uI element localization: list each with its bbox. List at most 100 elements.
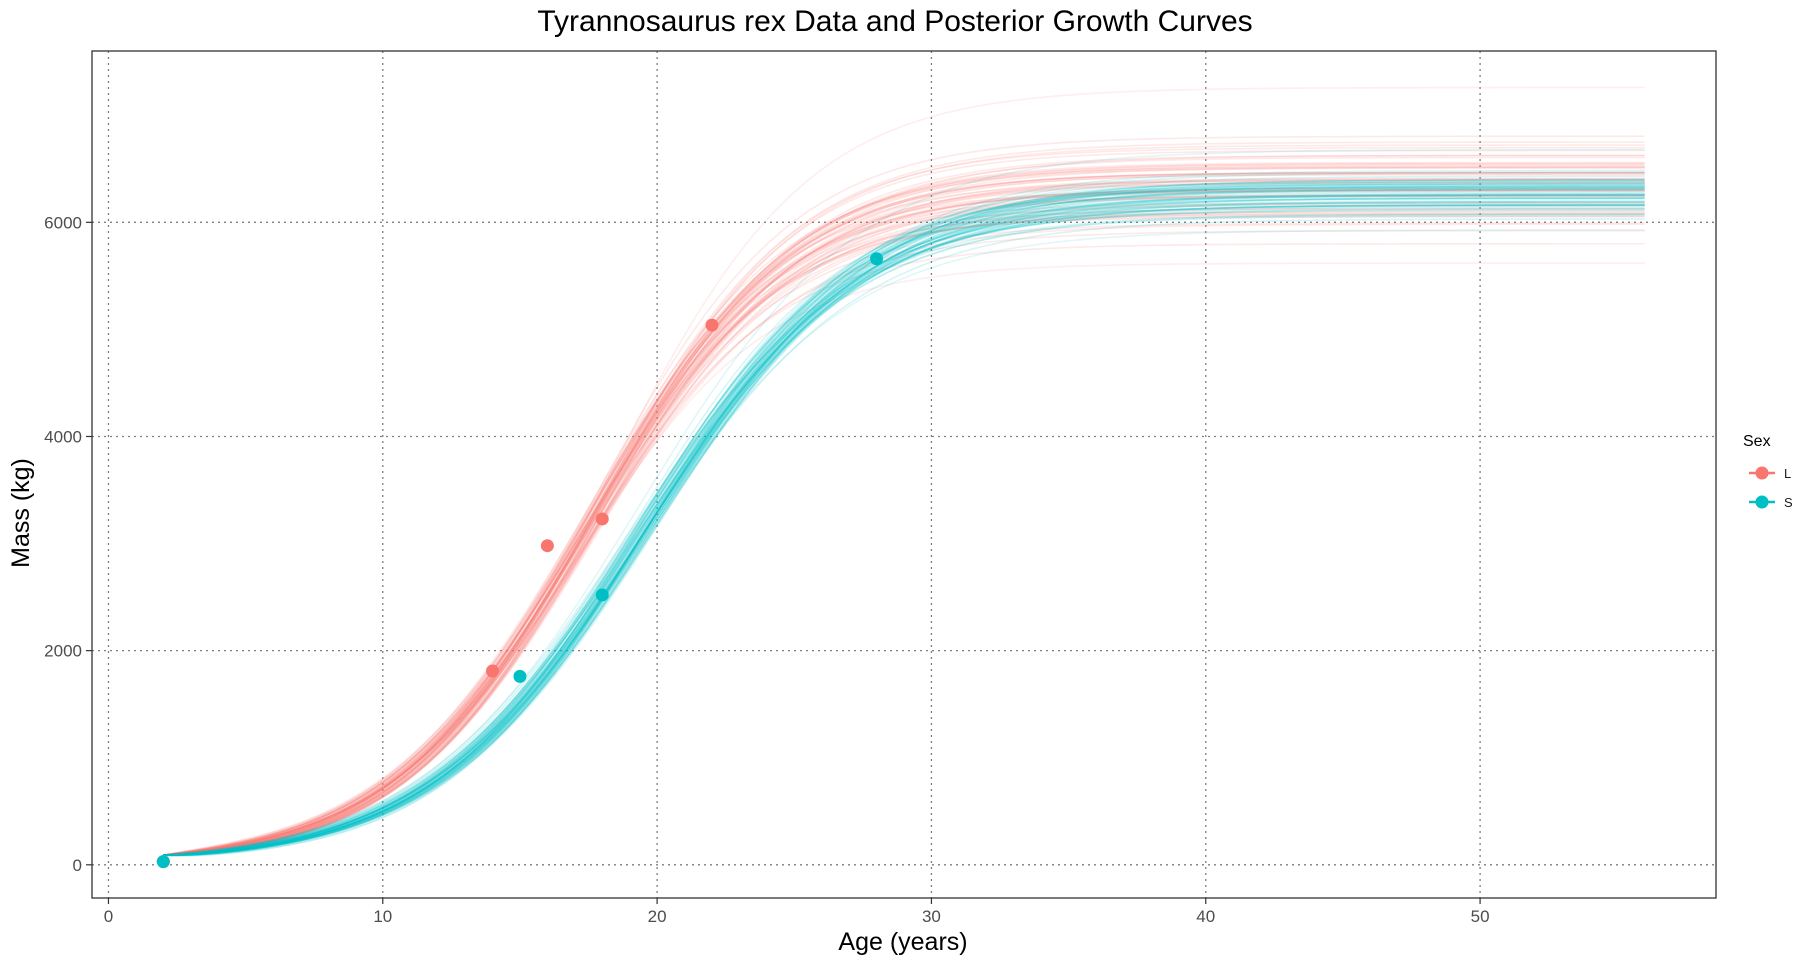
posterior-curve-L bbox=[163, 165, 1645, 856]
posterior-curve-L bbox=[163, 146, 1645, 856]
posterior-curve-L bbox=[163, 216, 1645, 856]
posterior-curve-L bbox=[163, 154, 1645, 856]
posterior-curve-L bbox=[163, 210, 1645, 856]
posterior-curve-L bbox=[163, 181, 1645, 856]
x-tick-label: 0 bbox=[104, 907, 113, 926]
posterior-curve-S bbox=[163, 209, 1645, 857]
posterior-curve-S bbox=[163, 148, 1645, 856]
posterior-curve-L bbox=[163, 166, 1645, 856]
posterior-curve-L bbox=[163, 189, 1645, 856]
posterior-curve-S bbox=[163, 193, 1645, 856]
y-axis-title: Mass (kg) bbox=[7, 458, 35, 568]
posterior-curve-L bbox=[163, 202, 1645, 856]
posterior-curve-L bbox=[163, 177, 1645, 856]
posterior-curve-S bbox=[163, 190, 1645, 857]
posterior-curve-L bbox=[163, 171, 1645, 856]
posterior-curve-L bbox=[163, 178, 1645, 856]
posterior-curve-L bbox=[163, 183, 1645, 856]
posterior-curve-L bbox=[163, 167, 1645, 856]
posterior-curve-S bbox=[163, 187, 1645, 857]
posterior-curve-S bbox=[163, 185, 1645, 856]
legend-title: Sex bbox=[1743, 433, 1771, 450]
posterior-curve-S bbox=[163, 178, 1645, 856]
legend: Sex LS bbox=[1743, 433, 1793, 510]
x-tick-label: 20 bbox=[648, 907, 667, 926]
posterior-curve-L bbox=[163, 207, 1645, 856]
posterior-curve-S bbox=[163, 215, 1645, 857]
legend-key-point bbox=[1755, 466, 1769, 480]
posterior-curve-L bbox=[163, 223, 1645, 856]
posterior-curve-L bbox=[163, 144, 1645, 856]
posterior-curve-S bbox=[163, 213, 1645, 856]
posterior-curve-L bbox=[163, 173, 1645, 856]
x-tick-label: 40 bbox=[1196, 907, 1215, 926]
posterior-curve-S bbox=[163, 185, 1645, 856]
posterior-curve-S bbox=[163, 204, 1645, 856]
posterior-curve-S bbox=[163, 204, 1645, 856]
posterior-curve-S bbox=[163, 188, 1645, 856]
data-points bbox=[156, 252, 884, 869]
posterior-curve-L bbox=[163, 86, 1645, 856]
posterior-curve-L bbox=[163, 161, 1645, 856]
posterior-curve-L bbox=[163, 171, 1645, 856]
posterior-curve-L bbox=[163, 211, 1645, 856]
posterior-curve-S bbox=[163, 178, 1645, 856]
posterior-curve-S bbox=[163, 186, 1645, 856]
x-axis-ticks: 0 10 20 30 40 50 bbox=[104, 898, 1490, 926]
posterior-curve-S bbox=[163, 187, 1645, 856]
posterior-curve-L bbox=[163, 190, 1645, 856]
posterior-curve-L bbox=[163, 212, 1645, 856]
posterior-curve-S bbox=[163, 200, 1645, 857]
posterior-curve-L bbox=[163, 222, 1645, 856]
posterior-curve-S bbox=[163, 182, 1645, 856]
posterior-curve-S bbox=[163, 204, 1645, 856]
posterior-curve-S bbox=[163, 183, 1645, 857]
posterior-curve-S bbox=[163, 197, 1645, 856]
x-tick-label: 50 bbox=[1471, 907, 1490, 926]
posterior-curve-S bbox=[163, 171, 1645, 856]
posterior-curve-S bbox=[163, 201, 1645, 857]
chart-title: Tyrannosaurus rex Data and Posterior Gro… bbox=[537, 5, 1252, 38]
data-point-S bbox=[595, 588, 609, 602]
posterior-curve-S bbox=[163, 218, 1645, 856]
posterior-curve-L bbox=[163, 187, 1645, 856]
y-tick-label: 4000 bbox=[44, 427, 82, 446]
posterior-curve-L bbox=[163, 156, 1645, 856]
posterior-curve-S bbox=[163, 183, 1645, 856]
posterior-curve-S bbox=[163, 194, 1645, 856]
y-tick-label: 0 bbox=[73, 856, 82, 875]
posterior-curve-L bbox=[163, 162, 1645, 856]
posterior-curve-S bbox=[163, 197, 1645, 856]
posterior-curves bbox=[163, 86, 1645, 857]
data-point-L bbox=[540, 539, 554, 553]
x-axis-title: Age (years) bbox=[838, 928, 967, 956]
legend-label-S: S bbox=[1784, 495, 1793, 510]
posterior-curve-S bbox=[163, 197, 1645, 857]
data-point-L bbox=[705, 318, 719, 332]
posterior-curve-L bbox=[163, 194, 1645, 856]
posterior-curve-S bbox=[163, 200, 1645, 857]
posterior-curve-L bbox=[163, 164, 1645, 856]
data-point-L bbox=[486, 664, 500, 678]
posterior-curve-S bbox=[163, 203, 1645, 856]
posterior-curve-S bbox=[163, 208, 1645, 856]
posterior-curve-L bbox=[163, 178, 1645, 856]
posterior-curve-L bbox=[163, 181, 1645, 856]
data-point-L bbox=[595, 512, 609, 526]
posterior-curve-S bbox=[163, 169, 1645, 856]
posterior-curve-S bbox=[163, 191, 1645, 857]
posterior-curve-L bbox=[163, 194, 1645, 856]
data-point-S bbox=[513, 669, 527, 683]
posterior-curve-L bbox=[163, 179, 1645, 856]
y-tick-label: 2000 bbox=[44, 642, 82, 661]
posterior-curve-L bbox=[163, 214, 1645, 856]
posterior-curve-S bbox=[163, 186, 1645, 857]
posterior-curve-L bbox=[163, 207, 1645, 856]
posterior-curve-S bbox=[163, 181, 1645, 856]
posterior-curve-L bbox=[163, 187, 1645, 856]
posterior-curve-S bbox=[163, 180, 1645, 857]
posterior-curve-L bbox=[163, 135, 1645, 856]
posterior-curve-S bbox=[163, 229, 1645, 856]
posterior-curve-L bbox=[163, 189, 1645, 856]
legend-label-L: L bbox=[1784, 466, 1791, 481]
